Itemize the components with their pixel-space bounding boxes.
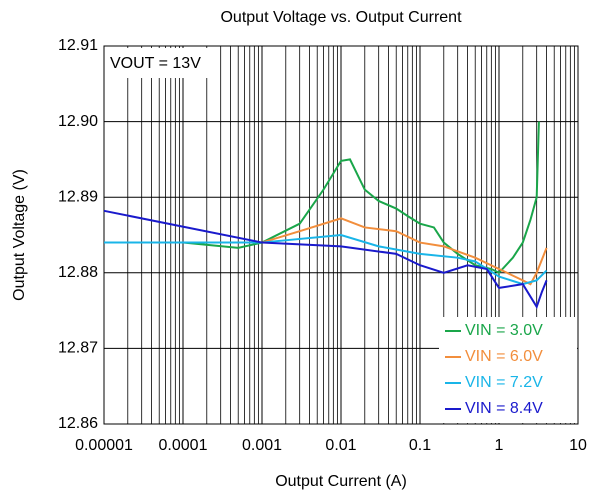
y-tick-label: 12.91 <box>58 37 98 54</box>
y-tick-label: 12.89 <box>58 188 98 205</box>
x-tick-label: 0.1 <box>409 437 431 454</box>
x-axis-label: Output Current (A) <box>275 473 407 490</box>
x-tick-label: 0.00001 <box>75 437 133 454</box>
x-tick-label: 0.0001 <box>159 437 208 454</box>
legend-label: VIN = 6.0V <box>465 348 543 365</box>
chart-title: Output Voltage vs. Output Current <box>220 9 462 26</box>
y-tick-label: 12.90 <box>58 113 98 130</box>
legend-label: VIN = 7.2V <box>465 374 543 391</box>
annotation: VOUT = 13V <box>110 55 201 72</box>
line-series <box>104 217 548 286</box>
annotation-box <box>106 48 214 78</box>
y-tick-label: 12.88 <box>58 264 98 281</box>
legend-box <box>439 317 577 423</box>
line-series <box>103 209 548 310</box>
y-tick-label: 12.86 <box>58 415 98 432</box>
x-tick-label: 0.001 <box>242 437 282 454</box>
x-tick-label: 0.01 <box>325 437 356 454</box>
y-tick-label: 12.87 <box>58 340 98 357</box>
line-series <box>104 233 548 286</box>
legend-label: VIN = 8.4V <box>465 400 543 417</box>
legend-label: VIN = 3.0V <box>465 322 543 339</box>
x-tick-label: 1 <box>495 437 504 454</box>
y-axis-label: Output Voltage (V) <box>11 169 28 301</box>
x-tick-label: 10 <box>569 437 587 454</box>
line-series <box>104 121 540 275</box>
